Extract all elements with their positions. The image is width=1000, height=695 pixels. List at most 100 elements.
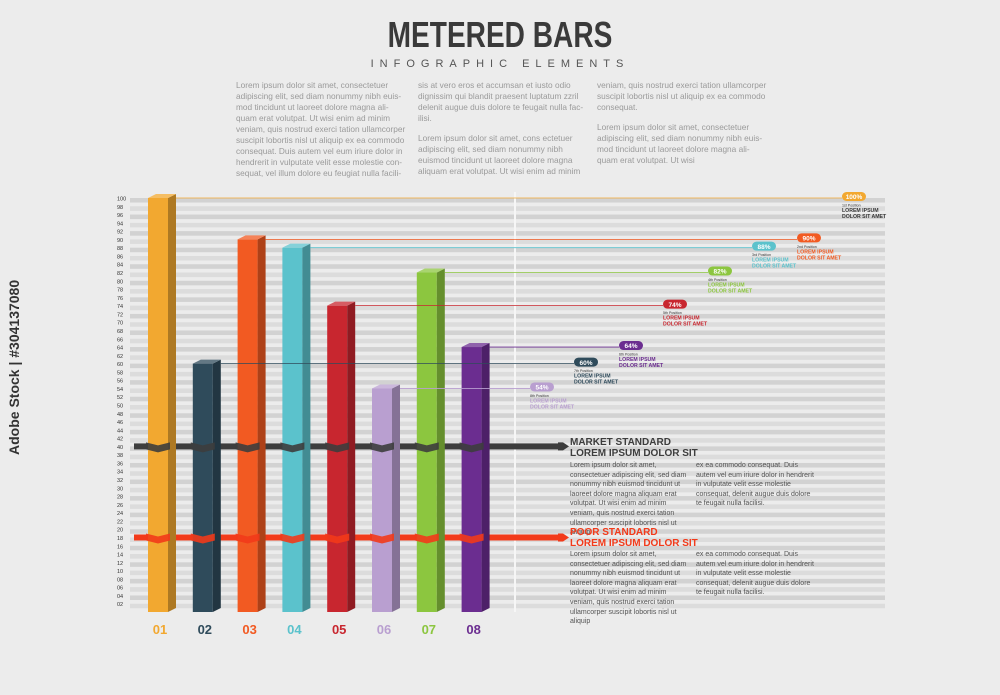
callout-label-line2: DOLOR SIT AMET (663, 322, 708, 328)
bar-05 (327, 305, 348, 612)
y-tick-label: 76 (117, 296, 123, 302)
poor-standard-band (370, 533, 394, 544)
grid-stripe (130, 562, 885, 567)
bar-top-05 (327, 301, 356, 306)
y-tick-label: 40 (117, 445, 123, 451)
y-tick-label: 56 (117, 379, 123, 385)
y-tick-label: 08 (117, 577, 123, 583)
bar-top-02 (192, 359, 221, 364)
callout-percent: 60% (579, 360, 592, 367)
market-standard-band (190, 442, 215, 453)
grid-stripe (130, 347, 885, 352)
grid-stripe (130, 421, 885, 427)
callout-percent: 74% (668, 302, 681, 309)
grid-stripe (130, 603, 885, 609)
bar-top-03 (237, 235, 266, 240)
category-label-02: 02 (198, 622, 212, 637)
callout-badge (708, 266, 732, 276)
grid-stripe (130, 297, 885, 302)
bar-03 (237, 239, 258, 612)
callout-position: 6th Position (619, 353, 638, 357)
poor-standard-band (414, 533, 439, 544)
bar-side-08 (481, 343, 490, 612)
page-subtitle: INFOGRAPHIC ELEMENTS (370, 58, 630, 70)
callout-position: 4th Position (708, 278, 727, 282)
callout-label-line1: LOREM IPSUM (530, 398, 567, 404)
category-label-05: 05 (332, 622, 346, 637)
callout-badge (619, 341, 643, 351)
callout-label-line2: DOLOR SIT AMET (619, 363, 664, 369)
y-tick-label: 50 (117, 404, 123, 410)
market-standard-band (146, 442, 170, 453)
bar-top-06 (372, 384, 400, 389)
callout-badge (752, 241, 776, 251)
y-tick-label: 82 (117, 271, 123, 277)
grid-stripe (130, 289, 885, 294)
y-tick-label: 52 (117, 395, 123, 401)
y-tick-label: 92 (117, 230, 123, 236)
bar-04 (282, 247, 303, 612)
callout-label-line2: DOLOR SIT AMET (530, 404, 575, 410)
y-tick-label: 42 (117, 437, 123, 443)
poor-standard-band (146, 533, 170, 544)
bar-side-03 (257, 235, 266, 612)
callout-percent: 88% (757, 244, 770, 251)
grid-stripe (130, 222, 885, 228)
intro-paragraph: sis at vero eros et accumsan et iusto od… (418, 80, 584, 123)
category-label-06: 06 (377, 622, 391, 637)
grid-stripe (130, 206, 885, 211)
callout-badge (842, 192, 866, 201)
y-tick-label: 96 (117, 213, 123, 219)
callout-label-line1: LOREM IPSUM (619, 357, 656, 363)
grid-stripe (130, 239, 885, 244)
grid-stripe (130, 479, 885, 485)
callout-position: 7th Position (574, 369, 593, 373)
callout-position: 8th Position (530, 394, 549, 398)
market-standard-arrow (558, 442, 569, 451)
y-tick-label: 58 (117, 370, 123, 376)
y-tick-label: 30 (117, 486, 123, 492)
callout-percent: 90% (802, 236, 815, 243)
category-label-03: 03 (242, 622, 256, 637)
callout-label-line2: DOLOR SIT AMET (842, 214, 887, 220)
y-tick-label: 64 (117, 346, 123, 352)
grid-stripe (130, 305, 885, 311)
bar-02 (192, 363, 213, 612)
y-tick-label: 66 (117, 337, 123, 343)
y-tick-label: 74 (117, 304, 123, 310)
grid-stripe (130, 413, 885, 418)
y-tick-label: 18 (117, 536, 123, 542)
grid-stripe (130, 322, 885, 327)
bar-side-05 (347, 301, 356, 612)
poor-standard-band (235, 533, 260, 544)
grid-stripe (130, 396, 885, 402)
poor-standard-band (280, 533, 305, 544)
intro-paragraph: Lorem ipsum dolor sit amet, consectetuer… (597, 122, 763, 165)
grid-stripe (130, 272, 885, 278)
grid-stripe (130, 529, 885, 534)
callout-label-line2: DOLOR SIT AMET (708, 289, 753, 295)
grid-stripe (130, 231, 885, 236)
y-tick-label: 78 (117, 288, 123, 294)
y-tick-label: 24 (117, 511, 123, 517)
grid-stripe (130, 462, 885, 468)
poor-standard-text-2: ex ea commodo consequat. Duis autem vel … (696, 551, 814, 597)
grid-stripe (130, 595, 885, 600)
y-tick-label: 04 (117, 594, 123, 600)
poor-standard-text-1: Lorem ipsum dolor sit amet, consectetuer… (570, 551, 687, 626)
y-tick-label: 32 (117, 478, 123, 484)
grid-stripe (130, 264, 885, 269)
callout-position: 1st Position (842, 204, 861, 208)
intro-column-2: sis at vero eros et accumsan et iusto od… (418, 80, 590, 186)
grid-stripe (130, 454, 885, 460)
intro-paragraph: Lorem ipsum dolor sit amet, consectetuer… (236, 80, 406, 178)
bar-07 (416, 272, 437, 612)
grid-stripe (130, 587, 885, 592)
bar-01 (148, 198, 168, 612)
bar-08 (461, 347, 482, 612)
y-tick-label: 06 (117, 586, 123, 592)
grid-stripe (130, 388, 885, 393)
grid-stripe (130, 578, 885, 584)
grid-stripe (130, 214, 885, 220)
